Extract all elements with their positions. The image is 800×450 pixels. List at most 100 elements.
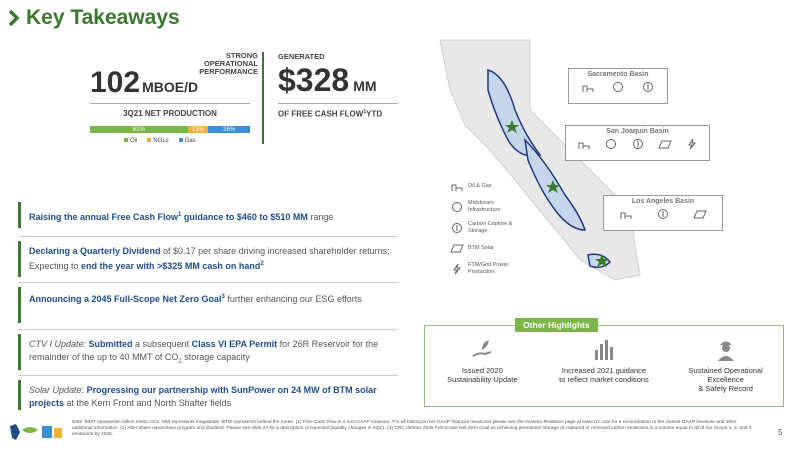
hand-plant-icon (427, 336, 537, 366)
fcf-caption: GENERATED (278, 52, 325, 61)
takeaway-4: CTV I Update: Submitted a subsequent Cla… (18, 334, 398, 370)
takeaway-5-blue: Progressing our partnership with SunPowe… (29, 385, 377, 408)
map-legend-label: Oil & Gas (468, 182, 492, 189)
basin-name: San Joaquin Basin (606, 128, 669, 135)
production-mix-legend: Oil NGLs Gas (124, 138, 196, 144)
highlight-line: Excellence (707, 375, 744, 384)
star-los-angeles-icon (595, 254, 609, 267)
takeaway-1-blue: Raising the annual Free Cash Flow (29, 212, 179, 222)
takeaway-4-sub: 2 (178, 358, 182, 365)
takeaway-4-rest4: storage capacity (181, 351, 250, 362)
takeaway-4-blue2: Class VI EPA Permit (191, 339, 278, 349)
btm-solar-icon (450, 242, 464, 254)
mix-legend-item: Gas (178, 138, 196, 144)
basin-callout-san-joaquin: San Joaquin Basin (565, 125, 710, 161)
star-san-joaquin-icon (546, 180, 560, 193)
ftm-power-icon (685, 138, 699, 150)
basin-icons (566, 135, 709, 153)
separator (18, 282, 398, 283)
oil-gas-icon (619, 208, 633, 220)
takeaway-4-blue: Submitted (88, 339, 133, 349)
takeaway-1-blue2: guidance to $460 to $510 MM (181, 212, 308, 222)
takeaway-4-colon: : (83, 339, 89, 349)
legend-label: NGLs (153, 138, 169, 144)
basin-name: Sacramento Basin (587, 71, 649, 78)
chevron-right-icon (8, 9, 20, 27)
oil-gas-icon (581, 81, 595, 93)
takeaway-5-rest2: at the Kern Front and North Shafter fiel… (64, 397, 232, 408)
carbon-capture-icon (450, 222, 464, 234)
fcf-label-ytd: YTD (366, 109, 383, 119)
map-legend-item: Midstream Infrastructure (450, 200, 520, 213)
map-legend-label: Midstream Infrastructure (468, 200, 501, 213)
takeaway-1-rest: range (307, 212, 334, 222)
mix-legend-item: Oil (124, 138, 137, 144)
california-map (439, 39, 641, 281)
footnote: Note: MMT represents million metric tons… (72, 420, 752, 437)
highlight-line: & Safety Record (698, 384, 753, 393)
takeaway-3-rest: further enhancing our ESG efforts (224, 294, 362, 304)
ftm-power-icon (450, 263, 464, 275)
slide-title: Key Takeaways (26, 6, 180, 29)
oil-gas-icon (577, 138, 591, 150)
btm-solar-icon (657, 138, 672, 150)
takeaway-4-italic: CTV I Update (29, 339, 84, 349)
takeaway-2-blue: Declaring a Quarterly Dividend (29, 246, 161, 256)
takeaway-4-rest2: a subsequent (132, 339, 192, 349)
production-mix-bar: 61% 13% 26% (90, 126, 250, 133)
highlight-item: Increased 2021 guidance to reflect marke… (544, 336, 664, 393)
takeaway-5: Solar Update: Progressing our partnershi… (18, 380, 398, 410)
sacramento-basin-area (487, 68, 542, 157)
fcf-kpi: $328 MM (278, 62, 377, 99)
star-sacramento-icon (505, 120, 519, 133)
other-highlights-title: Other Highlights (515, 318, 598, 332)
basin-name: Los Angeles Basin (631, 198, 695, 205)
separator (18, 329, 398, 330)
mix-segment-gas: 26% (208, 126, 250, 133)
highlight-item: Issued 2020 Sustainability Update (427, 336, 537, 393)
production-unit: MBOE/D (142, 79, 199, 95)
legend-dot-icon (178, 138, 183, 143)
fcf-unit: MM (353, 78, 377, 94)
takeaway-1-sup: 1 (178, 212, 182, 218)
map-legend-item: Carbon Capture & Storage (450, 221, 520, 234)
legend-dot-icon (124, 138, 128, 143)
fcf-rule (278, 103, 398, 104)
map-legend-item: BTM Solar (450, 242, 520, 254)
carbon-capture-icon (631, 138, 645, 150)
legend-label: Oil (130, 138, 138, 144)
basin-callout-sacramento: Sacramento Basin (568, 68, 668, 104)
production-kpi: 102 MBOE/D (90, 66, 198, 100)
takeaway-3-sup: 3 (221, 294, 225, 300)
carbon-capture-icon (641, 81, 655, 93)
carbon-capture-icon (656, 208, 670, 220)
highlight-line: Increased 2021 guidance (561, 366, 647, 375)
takeaway-2-sup: 2 (260, 260, 264, 267)
highlight-line: Sustainability Update (447, 375, 518, 384)
map-legend-item: FTM/Grid Power Production (450, 262, 520, 275)
map-legend-label: BTM Solar (468, 244, 494, 251)
fcf-label: OF FREE CASH FLOW1YTD (278, 109, 382, 119)
fcf-label-sup: 1 (363, 109, 367, 115)
production-rule (90, 103, 250, 104)
production-caption: STRONG OPERATIONAL PERFORMANCE (199, 51, 258, 76)
basin-icons (569, 78, 667, 96)
basin-icons (604, 205, 722, 223)
takeaway-4-rest3: for 26R Reservoir for the remainder of t… (29, 339, 379, 362)
takeaway-3: Announcing a 2045 Full-Scope Net Zero Go… (18, 287, 398, 323)
other-highlights-items: Issued 2020 Sustainability Update Increa… (424, 336, 784, 393)
takeaway-2: Declaring a Quarterly Dividend of $0.17 … (18, 241, 398, 277)
takeaway-1: Raising the annual Free Cash Flow1 guida… (18, 202, 398, 228)
bar-chart-icon (544, 336, 664, 366)
kpi-divider (262, 52, 264, 144)
mix-legend-item: NGLs (147, 138, 169, 144)
takeaway-2-rest: of $0.17 per share driving increased sha… (29, 246, 390, 271)
basin-callout-los-angeles: Los Angeles Basin (603, 195, 723, 231)
map-legend: Oil & Gas Midstream Infrastructure Carbon … (450, 180, 520, 283)
midstream-icon (604, 138, 618, 150)
midstream-icon (450, 201, 464, 213)
other-highlights-box (424, 325, 784, 407)
oil-gas-icon (450, 180, 464, 192)
fcf-label-text: OF FREE CASH FLOW (278, 109, 364, 119)
highlight-line: to reflect market conditions (559, 375, 649, 384)
